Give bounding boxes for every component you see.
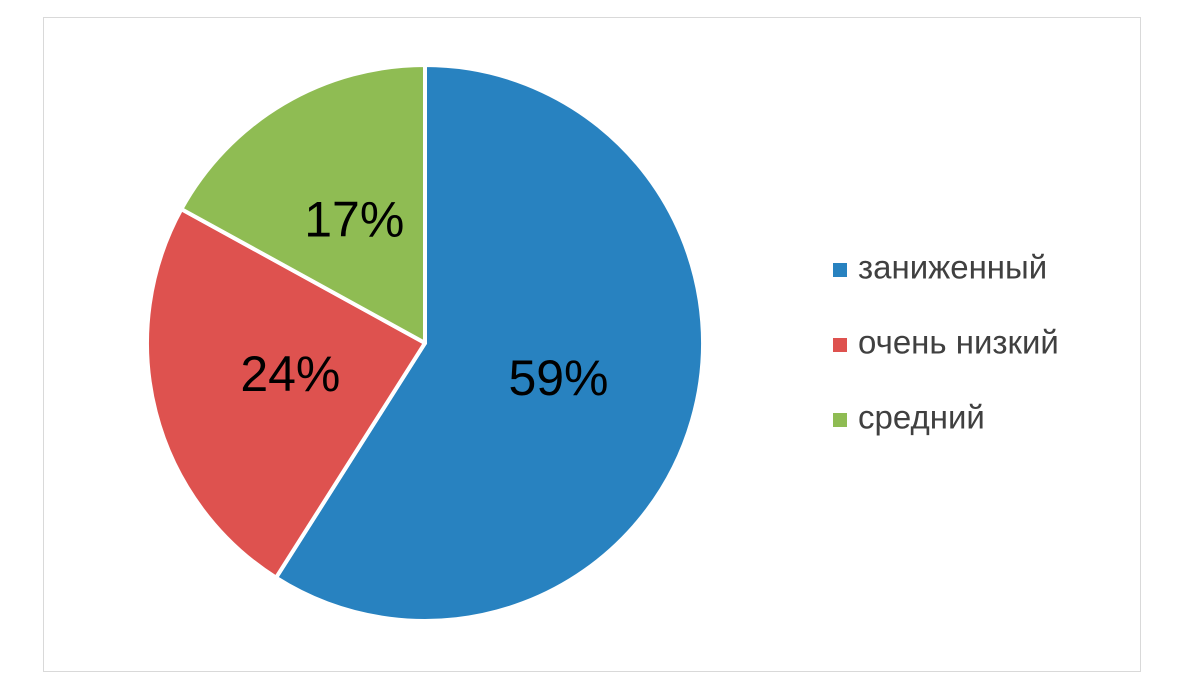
legend-swatch	[833, 413, 847, 427]
legend-swatch	[833, 338, 847, 352]
data-label: 24%	[240, 346, 340, 402]
legend-label: заниженный	[858, 249, 1047, 286]
legend-label: средний	[858, 399, 985, 436]
legend-label: очень низкий	[858, 324, 1059, 361]
pie-slice	[179, 63, 427, 345]
data-label: 59%	[508, 350, 608, 406]
pie-slice	[145, 207, 427, 580]
data-label: 17%	[304, 192, 404, 248]
legend-swatch	[833, 263, 847, 277]
pie-slice	[274, 63, 705, 623]
